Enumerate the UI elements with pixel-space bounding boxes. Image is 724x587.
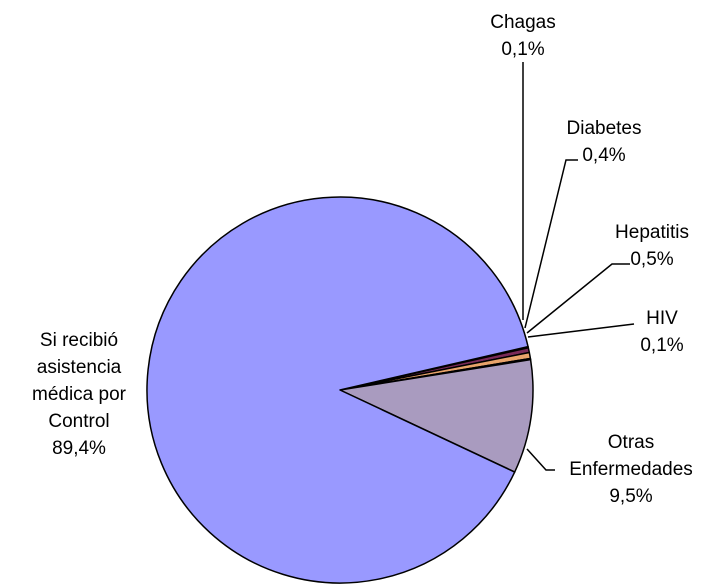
pie-slices [146,196,534,584]
slice-label-line: 0,4% [582,145,625,166]
slice-label-4: Otras Enfermedades 9,5% [569,432,693,507]
leader-line-3 [527,323,635,338]
slice-label-line: 0,1% [640,335,683,356]
slice-label-5: Si recibió asistencia médica por Control 89,… [32,330,127,459]
leader-line-4 [526,448,555,471]
slice-label-line: Otras [608,432,654,453]
slice-label-line: 89,4% [52,438,106,459]
pie-slice-4 [339,358,534,473]
slice-label-line: Control [48,411,109,432]
slice-label-line: Hepatitis [615,222,689,243]
slice-label-line: Chagas [490,12,556,33]
slice-labels: Chagas 0,1% Diabetes 0,4% Hepatitis 0,5% HIV 0,… [32,12,693,507]
slice-label-line: Diabetes [567,118,642,139]
slice-label-line: asistencia [37,357,122,378]
leader-lines [522,62,635,471]
slice-label-3: HIV 0,1% [640,308,683,356]
slice-label-0: Chagas 0,1% [490,12,556,60]
slice-label-line: médica por [32,384,127,405]
slice-label-1: Diabetes 0,4% [567,118,642,166]
slice-label-line: HIV [646,308,678,329]
leader-line-2 [526,263,630,334]
pie-slice-5 [146,196,529,584]
slice-label-line: Enfermedades [569,459,693,480]
slice-label-line: 0,5% [630,249,673,270]
slice-label-line: Si recibió [40,330,118,351]
slice-label-line: 0,1% [501,39,544,60]
slice-label-2: Hepatitis 0,5% [615,222,689,270]
slice-label-line: 9,5% [609,486,652,507]
leader-line-1 [524,159,578,329]
